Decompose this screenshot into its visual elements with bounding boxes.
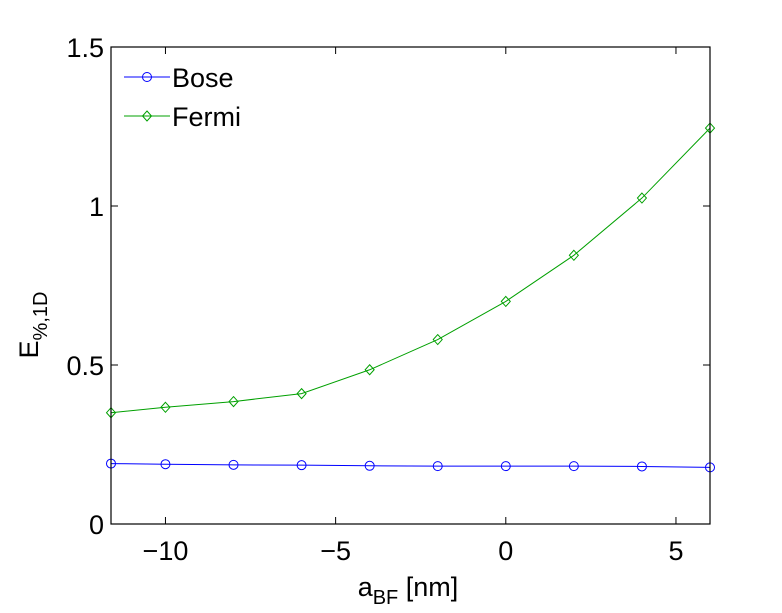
x-axis-title: aBF [nm] bbox=[358, 572, 459, 609]
data-point-bose bbox=[364, 460, 375, 471]
legend-label-bose: Bose bbox=[172, 63, 234, 93]
x-axis-title-main: a bbox=[358, 572, 374, 602]
data-point-fermi bbox=[160, 401, 171, 414]
data-point-bose bbox=[228, 459, 239, 470]
data-point-fermi bbox=[636, 192, 648, 204]
legend-marker-bose bbox=[142, 72, 152, 82]
data-point-bose bbox=[636, 461, 647, 472]
axes-box bbox=[110, 46, 711, 525]
y-tick-label: 1 bbox=[89, 192, 104, 222]
data-point-fermi bbox=[432, 333, 443, 346]
series-line-fermi bbox=[110, 127, 711, 414]
data-point-fermi bbox=[568, 249, 580, 262]
x-tick-label: 5 bbox=[668, 536, 683, 566]
data-point-bose bbox=[500, 461, 511, 472]
y-axis-title-sub: %,1D bbox=[30, 292, 52, 341]
y-tick-label: 0.5 bbox=[66, 351, 104, 381]
plot-area bbox=[111, 47, 710, 524]
data-point-bose bbox=[568, 461, 579, 472]
y-axis-title: E%,1D bbox=[14, 292, 52, 359]
legend-marker-fermi bbox=[141, 110, 153, 122]
data-point-fermi bbox=[296, 387, 307, 400]
ticks-layer: −10 −5 0 5 0 0.5 1 1.5 bbox=[66, 33, 710, 566]
data-point-fermi bbox=[228, 395, 239, 408]
y-axis-title-main: E bbox=[14, 340, 44, 358]
data-point-fermi bbox=[500, 295, 511, 308]
data-point-bose bbox=[160, 459, 171, 470]
data-point-bose bbox=[296, 460, 307, 471]
x-tick-label: −5 bbox=[320, 536, 351, 566]
legend: Bose Fermi bbox=[124, 63, 241, 132]
x-axis-title-sub: BF bbox=[373, 587, 399, 609]
data-point-bose bbox=[432, 461, 443, 472]
legend-label-fermi: Fermi bbox=[172, 102, 241, 132]
y-tick-label: 0 bbox=[89, 510, 104, 540]
x-axis-title-unit: [nm] bbox=[398, 572, 458, 602]
x-tick-label: 0 bbox=[498, 536, 513, 566]
x-tick-label: −10 bbox=[143, 536, 189, 566]
series-line-bose bbox=[110, 463, 711, 468]
y-tick-label: 1.5 bbox=[66, 33, 104, 63]
data-point-fermi bbox=[364, 364, 375, 376]
